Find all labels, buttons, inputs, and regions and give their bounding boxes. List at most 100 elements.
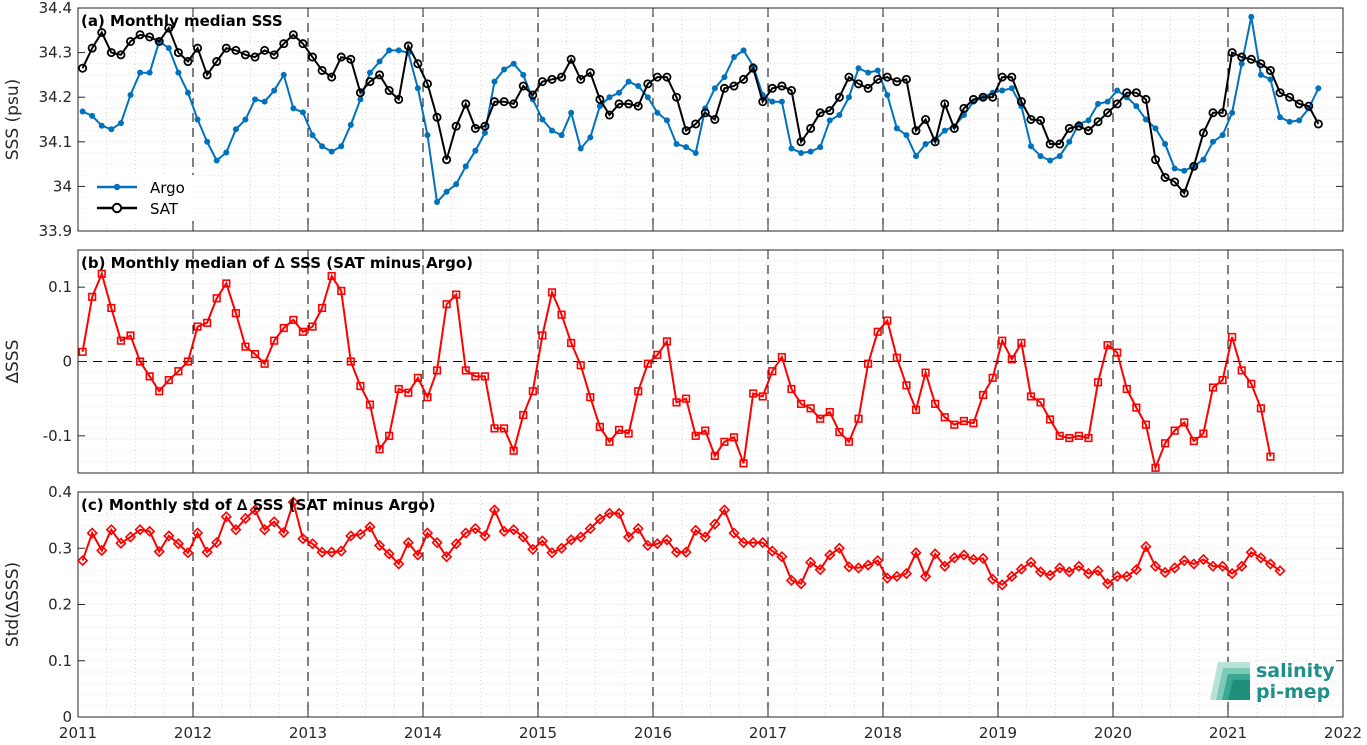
data-point-std-delta-sss: [747, 536, 759, 549]
data-point-sat: [1112, 99, 1122, 109]
data-point-delta-sss: [298, 327, 308, 336]
data-point-sat: [250, 52, 260, 62]
data-point-sat: [968, 94, 978, 104]
data-point-delta-sss: [739, 459, 748, 468]
data-point-sat: [308, 52, 318, 62]
data-point-delta-sss: [576, 361, 585, 370]
y-tick-label: 0.3: [48, 539, 72, 557]
data-point-sat: [940, 99, 950, 109]
panel-title: (a) Monthly median SSS: [81, 12, 283, 30]
data-point-std-delta-sss: [1245, 546, 1257, 558]
data-point-std-delta-sss: [575, 531, 587, 543]
data-point-argo: [366, 69, 373, 76]
data-point-std-delta-sss: [316, 546, 328, 558]
data-point-delta-sss: [883, 316, 892, 325]
data-point-delta-sss: [710, 451, 719, 461]
data-point-sat: [87, 43, 97, 53]
data-point-delta-sss: [1065, 433, 1074, 443]
data-point-argo: [165, 45, 172, 52]
data-point-std-delta-sss: [680, 546, 692, 558]
data-point-delta-sss: [107, 303, 116, 313]
data-point-argo: [357, 96, 364, 103]
data-point-argo: [1171, 165, 1178, 172]
data-point-argo: [1037, 153, 1044, 160]
data-point-argo: [999, 87, 1006, 94]
data-point-sat: [614, 99, 624, 109]
data-point-sat: [806, 123, 816, 133]
data-point-delta-sss: [499, 424, 509, 433]
data-point-std-delta-sss: [1092, 565, 1104, 577]
y-axis-label: SSS (psu): [3, 79, 23, 160]
data-point-argo: [309, 132, 316, 139]
data-point-delta-sss: [375, 445, 384, 454]
data-point-argo: [817, 144, 824, 151]
y-tick-label: 34.3: [39, 44, 72, 62]
data-point-sat: [442, 155, 452, 165]
data-point-sat: [777, 81, 787, 91]
data-point-delta-sss: [978, 390, 988, 400]
data-point-argo: [807, 148, 814, 155]
data-point-sat: [1026, 115, 1036, 125]
data-point-delta-sss: [605, 437, 614, 446]
data-point-sat: [288, 30, 298, 40]
data-point-delta-sss: [796, 399, 806, 408]
data-point-argo: [711, 85, 718, 92]
data-point-argo: [146, 69, 153, 76]
data-point-sat: [1170, 177, 1180, 187]
y-axis-label: ∆SSS: [3, 340, 23, 385]
data-point-delta-sss: [279, 323, 288, 333]
data-point-std-delta-sss: [1159, 566, 1171, 579]
data-point-sat: [1007, 72, 1017, 82]
data-point-delta-sss: [1007, 355, 1016, 364]
data-point-delta-sss: [749, 389, 758, 398]
data-point-delta-sss: [289, 315, 298, 324]
data-point-delta-sss: [1093, 378, 1103, 387]
data-point-argo: [654, 109, 661, 116]
data-point-argo: [731, 54, 738, 61]
data-point-std-delta-sss: [1216, 560, 1229, 572]
data-point-std-delta-sss: [718, 504, 731, 516]
data-point-sat: [844, 72, 854, 82]
data-point-sat: [260, 45, 270, 55]
data-point-argo: [836, 112, 843, 119]
data-point-std-delta-sss: [268, 516, 280, 528]
data-point-sat: [748, 63, 758, 73]
data-point-sat: [595, 94, 605, 104]
data-point-std-delta-sss: [996, 579, 1008, 591]
data-point-sat: [1218, 108, 1228, 118]
data-point-argo: [117, 120, 124, 127]
data-point-sat: [327, 72, 337, 82]
data-point-sat: [106, 48, 116, 58]
data-point-sat: [221, 43, 231, 53]
data-point-argo: [778, 98, 785, 105]
data-point-delta-sss: [1055, 431, 1064, 440]
data-point-delta-sss: [701, 426, 710, 435]
data-point-argo: [663, 117, 670, 124]
data-point-std-delta-sss: [814, 563, 826, 576]
data-point-sat: [566, 54, 576, 64]
data-point-delta-sss: [758, 392, 767, 401]
data-point-argo: [798, 149, 805, 156]
data-point-sat: [1160, 172, 1170, 182]
y-tick-label: 34.1: [39, 133, 72, 151]
data-point-sat: [624, 99, 634, 109]
data-point-std-delta-sss: [862, 559, 874, 571]
data-point-argo: [1277, 114, 1284, 121]
data-point-delta-sss: [1074, 431, 1083, 440]
data-point-sat: [815, 108, 825, 118]
data-point-std-delta-sss: [508, 524, 520, 536]
data-point-argo: [683, 144, 690, 151]
x-tick-label: 2018: [864, 724, 902, 742]
data-point-delta-sss: [1180, 418, 1189, 427]
data-point-std-delta-sss: [987, 573, 999, 585]
data-point-argo: [386, 47, 393, 54]
data-point-argo: [89, 112, 96, 119]
data-point-delta-sss: [682, 394, 691, 403]
data-point-delta-sss: [931, 399, 940, 408]
data-point-std-delta-sss: [306, 538, 319, 550]
data-point-std-delta-sss: [364, 521, 376, 533]
data-point-sat: [930, 137, 940, 147]
data-point-argo: [1248, 13, 1255, 20]
data-point-delta-sss: [1237, 366, 1246, 375]
